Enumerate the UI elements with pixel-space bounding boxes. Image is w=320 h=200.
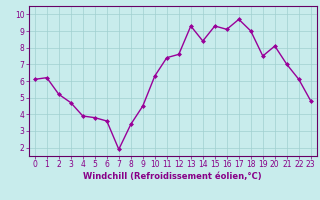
X-axis label: Windchill (Refroidissement éolien,°C): Windchill (Refroidissement éolien,°C)	[84, 172, 262, 181]
